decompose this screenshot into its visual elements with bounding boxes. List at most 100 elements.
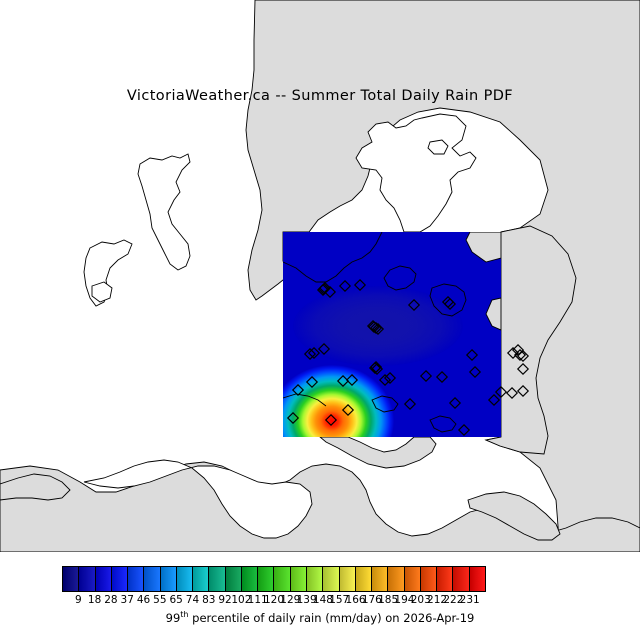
island-layer [83, 153, 191, 307]
colorbar-tick-4: 46 [136, 594, 151, 606]
station-marker[interactable] [468, 365, 482, 379]
map-title: VictoriaWeather.ca -- Summer Total Daily… [126, 88, 514, 104]
station-marker[interactable] [383, 371, 397, 385]
colorbar-band-4 [128, 567, 145, 591]
colorbar-tick-12: 120 [263, 594, 285, 606]
colorbar-band-3 [111, 567, 129, 591]
map-canvas[interactable] [0, 0, 640, 552]
water-bay-south [83, 459, 313, 539]
station-markers[interactable] [286, 278, 530, 437]
station-marker[interactable] [367, 320, 381, 334]
station-marker[interactable] [291, 383, 305, 397]
station-marker[interactable] [286, 411, 300, 425]
colorbar-band-23 [437, 567, 454, 591]
station-marker[interactable] [494, 385, 508, 399]
station-marker[interactable] [369, 360, 383, 374]
station-marker[interactable] [338, 279, 352, 293]
colorbar-band-13 [274, 567, 291, 591]
station-marker[interactable] [516, 384, 530, 398]
colorbar-tick-8: 83 [202, 594, 216, 606]
colorbar-caption: 99th percentile of daily rain (mm/day) o… [0, 610, 640, 625]
station-marker[interactable] [505, 386, 519, 400]
colorbar-tick-0: 9 [74, 594, 82, 606]
land-east-coast [484, 225, 577, 455]
station-marker[interactable] [307, 346, 321, 360]
colorbar-band-24 [453, 567, 470, 591]
station-marker[interactable] [378, 373, 392, 387]
colorbar-tick-17: 166 [345, 594, 366, 606]
station-marker[interactable] [516, 362, 530, 376]
colorbar-tick-16: 157 [329, 594, 350, 606]
colorbar-band-0 [63, 567, 80, 591]
colorbar-tick-10: 102 [231, 594, 252, 606]
colorbar-band-6 [160, 567, 177, 591]
colorbar-band-25 [469, 567, 485, 591]
colorbar-tick-24: 231 [459, 594, 480, 606]
station-marker[interactable] [323, 285, 337, 299]
colorbar-band-16 [323, 567, 340, 591]
caption-percentile-number: 99 [165, 610, 181, 625]
colorbar[interactable] [62, 566, 490, 596]
colorbar-tick-9: 92 [218, 594, 232, 606]
colorbar-tick-13: 129 [280, 594, 301, 606]
water-inlet-north-small [427, 139, 449, 155]
colorbar-tick-3: 37 [120, 594, 134, 606]
colorbar-band-17 [339, 567, 356, 591]
map-panel[interactable]: VictoriaWeather.ca -- Summer Total Daily… [0, 0, 640, 552]
station-marker[interactable] [369, 321, 383, 335]
hotspot-gradient [283, 365, 394, 437]
land-central-south [318, 436, 437, 469]
station-marker[interactable] [419, 369, 433, 383]
colorbar-band-15 [306, 567, 324, 591]
colorbar-gradient[interactable] [62, 566, 486, 592]
colorbar-tick-21: 203 [410, 594, 431, 606]
colorbar-tick-14: 139 [296, 594, 317, 606]
station-marker[interactable] [435, 370, 449, 384]
colorbar-tick-15: 148 [312, 594, 333, 606]
colorbar-band-5 [144, 567, 161, 591]
station-marker[interactable] [506, 346, 520, 360]
station-marker[interactable] [353, 278, 367, 292]
colorbar-band-7 [176, 567, 194, 591]
station-marker[interactable] [305, 375, 319, 389]
colorbar-tick-7: 74 [185, 594, 200, 606]
colorbar-tick-18: 176 [361, 594, 382, 606]
station-marker[interactable] [407, 298, 421, 312]
colorbar-band-2 [95, 567, 112, 591]
colorbar-band-1 [79, 567, 96, 591]
station-marker[interactable] [448, 396, 462, 410]
station-marker[interactable] [487, 393, 501, 407]
station-marker[interactable] [403, 397, 417, 411]
colorbar-tick-2: 28 [104, 594, 118, 606]
colorbar-band-8 [193, 567, 210, 591]
colorbar-band-18 [355, 567, 373, 591]
station-marker[interactable] [513, 348, 527, 362]
caption-rest: percentile of daily rain (mm/day) on 202… [188, 610, 475, 625]
station-marker[interactable] [516, 349, 530, 363]
colorbar-band-21 [404, 567, 421, 591]
colorbar-tick-labels: 9 18 28 37 46 55 65 74 83 92 102 111 120 129 139 148 157… [62, 594, 486, 608]
colorbar-tick-6: 65 [169, 594, 183, 606]
land-southeast-peninsula [467, 491, 561, 541]
colorbar-band-20 [388, 567, 405, 591]
colorbar-tick-23: 222 [443, 594, 464, 606]
station-marker[interactable] [443, 297, 457, 311]
coastline-over-data [283, 232, 467, 433]
colorbar-band-14 [290, 567, 307, 591]
station-marker[interactable] [336, 374, 350, 388]
colorbar-band-12 [258, 567, 275, 591]
colorbar-band-9 [209, 567, 226, 591]
station-marker[interactable] [457, 423, 471, 437]
station-marker[interactable] [371, 322, 385, 336]
station-marker[interactable] [303, 347, 317, 361]
caption-percentile-suffix: th [180, 610, 189, 619]
colorbar-tick-22: 212 [427, 594, 448, 606]
colorbar-band-10 [225, 567, 242, 591]
station-marker[interactable] [345, 373, 359, 387]
station-marker[interactable] [324, 413, 338, 427]
station-marker[interactable] [341, 403, 355, 417]
station-marker[interactable] [318, 281, 332, 295]
station-marker[interactable] [317, 342, 331, 356]
station-marker[interactable] [465, 348, 479, 362]
